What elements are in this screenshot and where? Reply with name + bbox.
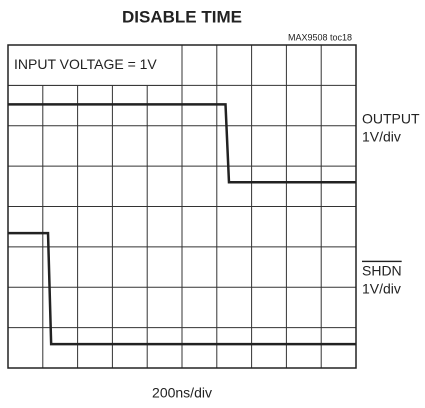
chart-subtitle: MAX9508 toc18: [288, 32, 352, 42]
chart-title: DISABLE TIME: [122, 7, 242, 26]
plot-frame: [7, 44, 357, 369]
trace: [8, 231, 356, 346]
x-axis-label: 200ns/div: [152, 385, 212, 401]
legend-label: OUTPUT: [362, 111, 420, 127]
legend-scale: 1V/div: [362, 281, 401, 297]
legend-scale: 1V/div: [362, 129, 401, 145]
annotation: INPUT VOLTAGE = 1V: [14, 56, 157, 72]
trace: [8, 103, 356, 184]
legend-label: SHDN: [362, 263, 402, 279]
